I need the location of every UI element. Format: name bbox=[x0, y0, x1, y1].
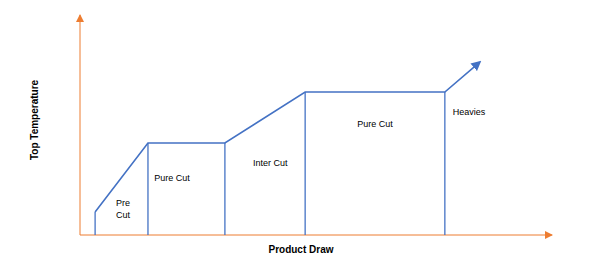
plot-area bbox=[95, 62, 480, 235]
cut-divider bbox=[94, 212, 95, 235]
page: {"chart_data": {"type": "line", "x_label… bbox=[0, 0, 602, 261]
cut-label-line: Pure Cut bbox=[357, 119, 393, 129]
cut-divider bbox=[147, 143, 148, 235]
temperature-line bbox=[95, 62, 480, 212]
cut-label-line: Heavies bbox=[453, 107, 486, 117]
chart-svg: Pre Cut Pure Cut Inter Cut Pure Cut Heavies Pr… bbox=[0, 0, 602, 261]
cut-divider bbox=[304, 92, 305, 235]
cut-label: Heavies bbox=[453, 107, 486, 117]
chart-container: Pre Cut Pure Cut Inter Cut Pure Cut Heavies Pr… bbox=[0, 0, 602, 261]
cut-divider bbox=[224, 143, 225, 235]
y-axis-title: Top Temperature bbox=[29, 79, 40, 160]
cut-label-line: Pre bbox=[116, 198, 130, 208]
cut-label: Pure Cut bbox=[357, 119, 393, 129]
y-axis bbox=[80, 15, 81, 235]
cut-label: Inter Cut bbox=[253, 158, 288, 168]
cut-label-line: Cut bbox=[116, 210, 131, 220]
cut-label: Pre Cut bbox=[116, 198, 131, 220]
cut-label: Pure Cut bbox=[154, 173, 190, 183]
cut-label-line: Inter Cut bbox=[253, 158, 288, 168]
x-axis-title: Product Draw bbox=[268, 244, 333, 255]
cut-divider bbox=[444, 92, 445, 235]
x-axis bbox=[80, 235, 552, 236]
cut-label-line: Pure Cut bbox=[154, 173, 190, 183]
